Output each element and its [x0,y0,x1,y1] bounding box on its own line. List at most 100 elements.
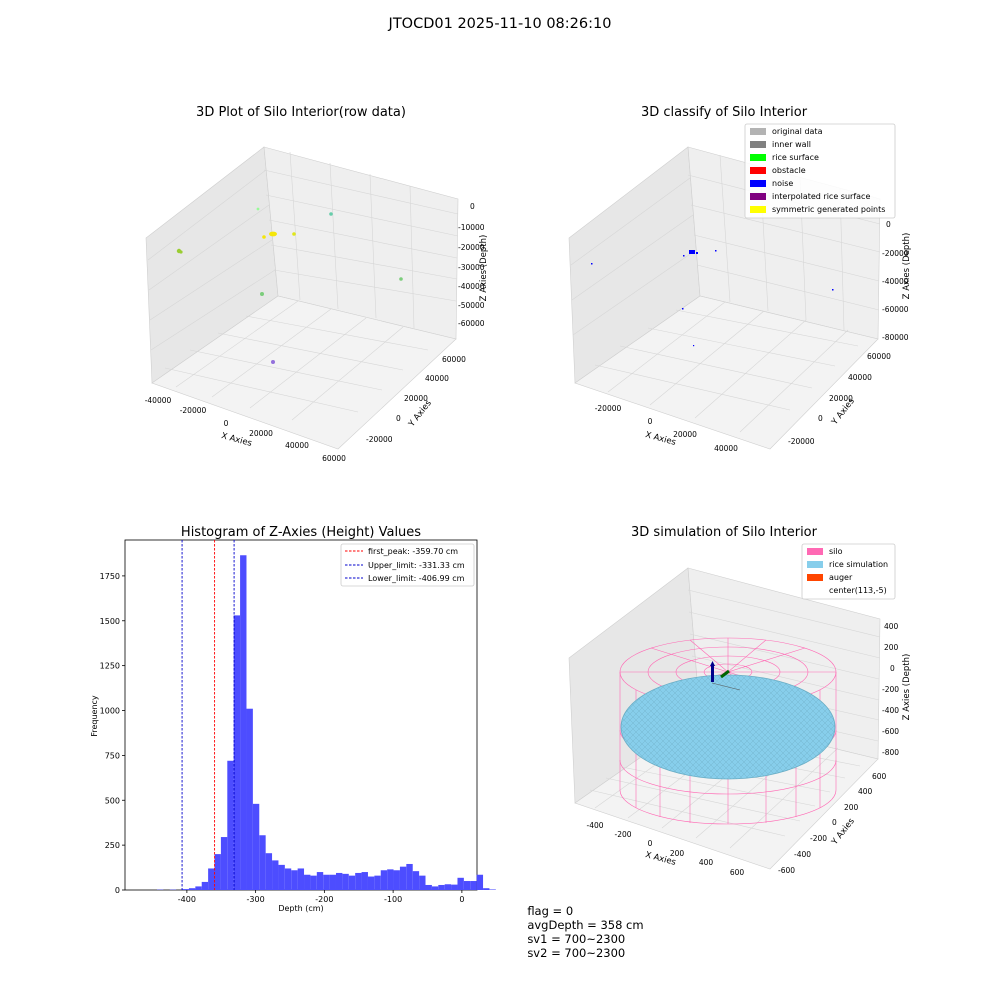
z-tick: -50000 [458,301,485,310]
legend-label: original data [772,127,823,136]
y-tick-labels: -20000 0 20000 40000 60000 [788,352,891,446]
histogram-bar [438,884,445,890]
z-axis-label: Z Axies (Depth) [479,235,489,302]
z-tick: -20000 [458,243,485,252]
raw-points [176,207,403,364]
z-tick: -10000 [458,223,485,232]
histogram-bar [470,881,477,890]
x-tick: -40000 [145,396,172,405]
histogram-bar [329,874,336,890]
y-tick: 0 [818,414,823,423]
histogram-bar [335,872,343,890]
avg-depth-text: avgDepth = 358 cm [527,918,644,932]
x-tick: 200 [670,849,685,858]
legend-label: inner wall [772,140,811,149]
legend-swatch [750,180,766,187]
pane-floor [151,295,457,450]
data-point [271,360,275,364]
z-tick: -60000 [458,319,485,328]
histogram-bar [419,875,426,890]
panel3-title: Histogram of Z-Axies (Height) Values [181,525,421,540]
y-tick: 0 [832,818,837,827]
x-tick: 60000 [322,454,346,463]
histogram-bar [214,854,221,890]
histogram-bar [483,888,490,890]
y-tick: 200 [844,803,859,812]
legend-label: symmetric generated points [772,205,885,214]
data-point [292,232,296,236]
histogram-bar [348,875,356,890]
x-tick: -100 [384,895,402,904]
panel1-title: 3D Plot of Silo Interior(row data) [196,105,406,120]
y-tick-labels: -20000 0 20000 40000 60000 [366,355,466,444]
histogram-bars [156,555,496,890]
auger-shadow [711,682,741,691]
x-tick: -300 [247,895,265,904]
z-tick: -30000 [458,263,485,272]
y-tick: 250 [105,841,120,850]
z-tick: -200 [882,685,899,694]
legend-label: auger [829,573,853,582]
histogram-bar [297,868,305,890]
histogram-bar [425,884,432,890]
legend-label: Upper_limit: -331.33 cm [368,561,465,570]
y-tick: -20000 [366,435,393,444]
legend-label: obstacle [772,166,806,175]
x-tick: 0 [648,839,653,848]
y-tick: 0 [396,414,401,423]
histogram-bar [233,615,241,890]
histogram-bar [310,875,317,890]
x-tick: -400 [178,895,196,904]
z-tick: -40000 [882,277,909,286]
z-tick: -800 [882,748,899,757]
legend-label: center(113,-5) [829,586,887,595]
z-tick: -20000 [882,249,909,258]
z-tick-labels: 400 200 0 -200 -400 -600 -800 [882,622,899,757]
y-tick: 20000 [829,394,853,403]
histogram-bar [380,870,388,890]
histogram-bar [355,872,362,890]
grid-lines [147,151,459,421]
panel-raw-3d: 3D Plot of Silo Interior(row data) -4000… [145,105,489,463]
y-axis-label: Frequency [90,695,99,737]
legend-swatch [750,167,766,174]
panel-simulation-3d: 3D simulation of Silo Interior [568,525,912,877]
z-tick-labels: 0 -10000 -20000 -30000 -40000 -50000 -60… [458,202,485,328]
y-tick: 1750 [100,572,120,581]
histogram-bar [246,708,253,890]
classified-points [591,250,834,347]
classify-legend: original data inner wall rice surface ob… [744,123,896,219]
histogram-bar [476,874,484,890]
legend-swatch [807,548,823,555]
x-tick: -400 [586,821,603,830]
histogram-bar [188,888,196,890]
histogram-bar [252,803,260,890]
simulation-legend: silo rice simulation auger center(113,-5… [801,543,896,600]
legend-swatch [807,561,823,568]
data-point [179,250,183,254]
data-point [696,252,698,254]
panel4-title: 3D simulation of Silo Interior [631,525,818,540]
legend-box [801,543,896,600]
y-tick: -20000 [788,437,815,446]
panel-histogram: Histogram of Z-Axies (Height) Values -40… [90,525,496,913]
data-point [832,289,834,291]
data-point [693,345,695,347]
figure-title: JTOCD01 2025-11-10 08:26:10 [388,16,612,32]
legend-label: noise [772,179,793,188]
histogram-bar [284,868,292,890]
data-point [682,308,684,310]
pane-floor [574,295,879,450]
legend-label: silo [829,547,843,556]
histogram-bar [291,870,298,890]
y-tick: 20000 [404,394,428,403]
histogram-bar [399,866,407,890]
histogram-bar [457,877,464,890]
y-tick: 1250 [100,662,120,671]
x-axis-label: Depth (cm) [278,904,323,913]
y-tick: 500 [105,796,120,805]
x-tick: -200 [315,895,333,904]
auger [710,661,741,691]
auger-arm [720,669,730,679]
y-tick: 1000 [100,707,120,716]
